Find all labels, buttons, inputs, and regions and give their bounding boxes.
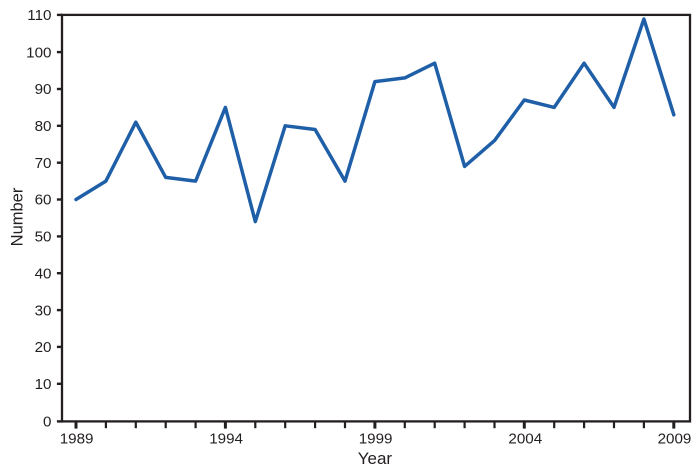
svg-text:110: 110 bbox=[27, 7, 51, 24]
svg-text:40: 40 bbox=[35, 265, 52, 282]
svg-text:Year: Year bbox=[358, 449, 393, 468]
svg-text:1989: 1989 bbox=[60, 431, 94, 448]
svg-text:70: 70 bbox=[35, 155, 52, 172]
svg-text:1999: 1999 bbox=[359, 431, 393, 448]
svg-text:Number: Number bbox=[8, 187, 26, 246]
svg-text:0: 0 bbox=[43, 414, 51, 431]
svg-text:2009: 2009 bbox=[658, 431, 692, 448]
svg-text:50: 50 bbox=[35, 229, 52, 246]
svg-text:1994: 1994 bbox=[209, 431, 243, 448]
svg-text:60: 60 bbox=[35, 192, 52, 209]
svg-text:10: 10 bbox=[35, 376, 52, 393]
svg-text:20: 20 bbox=[35, 339, 52, 356]
svg-text:2004: 2004 bbox=[508, 431, 542, 448]
svg-text:90: 90 bbox=[35, 81, 52, 98]
svg-text:100: 100 bbox=[26, 44, 51, 61]
svg-text:30: 30 bbox=[35, 302, 52, 319]
svg-text:80: 80 bbox=[35, 118, 52, 135]
